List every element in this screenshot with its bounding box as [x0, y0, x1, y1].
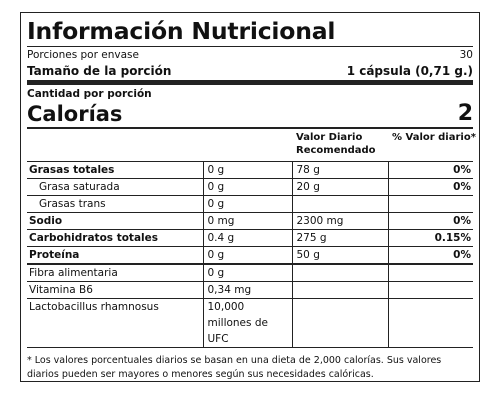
table-row: Vitamina B6 0,34 mg [27, 281, 473, 299]
nutrient-name: Carbohidratos totales [27, 229, 203, 247]
nutrient-dv: 2300 mg [291, 212, 388, 230]
extra-name: Vitamina B6 [27, 281, 203, 299]
nutrient-dv: 275 g [291, 229, 388, 247]
header-empty [203, 129, 292, 162]
portion-value: 1 cápsula (0,71 g.) [346, 64, 473, 78]
servings-value: 30 [459, 49, 473, 61]
empty-cell [387, 298, 473, 347]
nutrient-name: Grasas trans [27, 195, 203, 213]
nutrient-pct: 0.15% [387, 229, 473, 247]
empty-cell [291, 298, 388, 347]
nutrient-table: Valor Diario Recomendado % Valor diario*… [27, 129, 476, 347]
header-empty [27, 129, 203, 162]
table-row: Lactobacillus rhamnosus 10,000 millones … [27, 298, 473, 347]
extra-amount: 10,000 millones de UFC [202, 298, 292, 347]
divider [27, 46, 473, 47]
extra-name: Lactobacillus rhamnosus [27, 298, 203, 347]
table-header: Valor Diario Recomendado % Valor diario* [27, 129, 476, 162]
table-row: Fibra alimentaria 0 g [27, 263, 473, 282]
nutrient-amount: 0.4 g [202, 229, 292, 247]
servings-row: Porciones por envase 30 [27, 47, 473, 63]
calories-value: 2 [457, 101, 473, 126]
table-row: Proteína 0 g 50 g 0% [27, 246, 473, 264]
footnote: * Los valores porcentuales diarios se ba… [27, 355, 442, 380]
nutrient-dv: 78 g [291, 161, 388, 179]
portion-label: Tamaño de la porción [27, 64, 172, 78]
table-row: Carbohidratos totales 0.4 g 275 g 0.15% [27, 229, 473, 247]
nutrient-amount: 0 g [202, 178, 292, 196]
nutrient-pct: 0% [387, 246, 473, 264]
nutrition-facts-label: Información Nutricional Porciones por en… [20, 12, 480, 382]
nutrient-name: Grasa saturada [27, 178, 203, 196]
divider [27, 347, 473, 348]
nutrient-amount: 0 g [202, 246, 292, 264]
nutrient-amount: 0 g [202, 195, 292, 213]
nutrient-name: Proteína [27, 246, 203, 264]
amount-per-serving: Cantidad por porción [27, 88, 152, 100]
nutrient-pct: 0% [387, 161, 473, 179]
empty-cell [387, 263, 473, 282]
label-title: Información Nutricional [27, 17, 336, 45]
table-row: Sodio 0 mg 2300 mg 0% [27, 212, 473, 230]
nutrient-name: Grasas totales [27, 161, 203, 179]
portion-row: Tamaño de la porción 1 cápsula (0,71 g.) [27, 63, 473, 80]
nutrient-pct [387, 195, 473, 213]
calories-label: Calorías [27, 102, 123, 126]
nutrient-dv [291, 195, 388, 213]
empty-cell [291, 263, 388, 282]
nutrient-pct: 0% [387, 178, 473, 196]
nutrient-amount: 0 g [202, 161, 292, 179]
servings-label: Porciones por envase [27, 49, 139, 61]
table-row: Grasa saturada 0 g 20 g 0% [27, 178, 473, 196]
nutrient-dv: 20 g [291, 178, 388, 196]
calories-row: Calorías 2 [27, 101, 473, 127]
medium-divider [27, 127, 473, 129]
empty-cell [387, 281, 473, 299]
table-row: Grasas trans 0 g [27, 195, 473, 213]
nutrient-amount: 0 mg [202, 212, 292, 230]
nutrient-dv: 50 g [291, 246, 388, 264]
extra-amount: 0,34 mg [202, 281, 292, 299]
extra-name: Fibra alimentaria [27, 263, 203, 282]
table-row: Grasas totales 0 g 78 g 0% [27, 161, 473, 179]
nutrient-pct: 0% [387, 212, 473, 230]
extra-amount: 0 g [202, 263, 292, 282]
nutrient-name: Sodio [27, 212, 203, 230]
empty-cell [291, 281, 388, 299]
thick-divider [27, 80, 473, 85]
header-pct: % Valor diario* [392, 132, 476, 143]
header-dv: Valor Diario Recomendado [296, 132, 376, 156]
